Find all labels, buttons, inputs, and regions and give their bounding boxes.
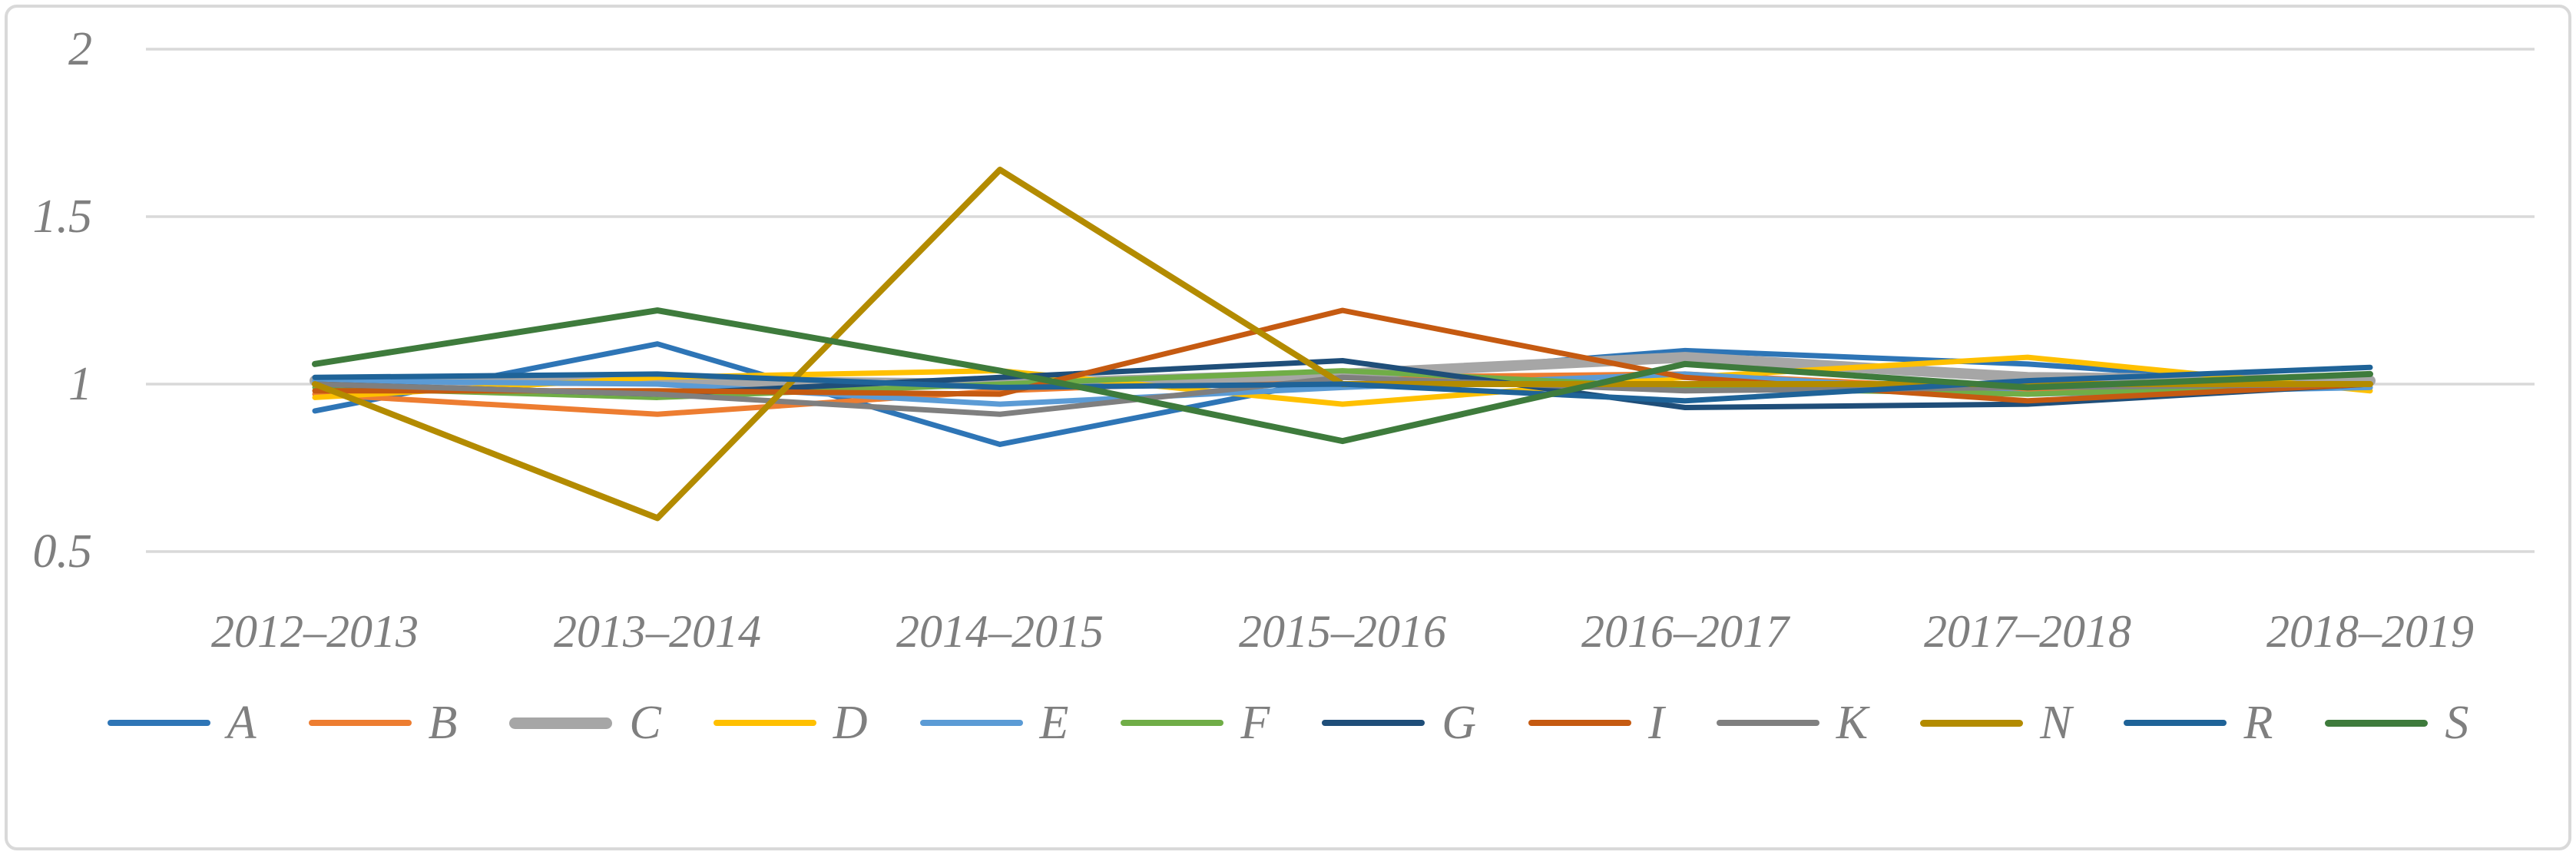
legend-label-I: I — [1648, 697, 1664, 749]
legend-item-K: K — [1716, 697, 1869, 749]
legend-swatch-D — [713, 720, 816, 726]
legend-swatch-S — [2325, 719, 2429, 727]
legend-item-S: S — [2325, 699, 2468, 747]
legend-item-F: F — [1121, 699, 1270, 747]
series-line-R — [312, 364, 2373, 404]
legend-swatch-R — [2124, 720, 2227, 726]
y-tick-label: 1 — [68, 358, 92, 410]
legend-item-N: N — [1920, 699, 2071, 747]
legend-label-C: C — [629, 697, 661, 749]
series-line-S — [312, 307, 2373, 445]
series-line-N — [312, 166, 2373, 522]
x-category-label: 2016–2017 — [1581, 606, 1791, 657]
series-line-D — [312, 354, 2373, 407]
legend-swatch-F — [1121, 720, 1224, 726]
legend-label-R: R — [2243, 697, 2273, 749]
x-category-label: 2013–2014 — [554, 606, 761, 657]
legend-swatch-E — [919, 720, 1023, 726]
legend-label-B: B — [428, 697, 458, 749]
legend-label-E: E — [1039, 697, 1069, 749]
legend-swatch-A — [107, 720, 210, 726]
x-category-label: 2014–2015 — [896, 606, 1104, 657]
legend-label-F: F — [1240, 697, 1270, 749]
series-line-I — [312, 307, 2373, 404]
legend-item-D: D — [713, 697, 868, 749]
legend-label-N: N — [2040, 697, 2072, 749]
y-tick-label: 2 — [68, 23, 92, 75]
x-category-label: 2015–2016 — [1239, 606, 1446, 657]
legend-item-R: R — [2124, 699, 2273, 747]
y-tick-label: 1.5 — [33, 191, 93, 243]
legend-label-S: S — [2445, 697, 2469, 749]
series-lines — [310, 166, 2376, 522]
legend-swatch-G — [1322, 720, 1425, 726]
legend-item-E: E — [919, 697, 1069, 749]
legend-item-G: G — [1322, 699, 1476, 747]
legend-swatch-B — [308, 720, 412, 726]
legend-label-D: D — [833, 697, 868, 749]
x-axis-category-labels: 2012–2013 2013–2014 2014–2015 2015–2016 2016… — [211, 606, 2474, 657]
legend-swatch-N — [1920, 719, 2024, 727]
series-line-F — [312, 368, 2373, 400]
legend-item-B: B — [308, 697, 458, 749]
legend-swatch-K — [1716, 720, 1819, 726]
legend-item-A: A — [107, 697, 257, 749]
legend-swatch-I — [1528, 720, 1632, 726]
series-line-C — [310, 352, 2376, 389]
legend-label-A: A — [227, 697, 257, 749]
legend-item-I: I — [1528, 699, 1664, 747]
legend-item-C: C — [509, 699, 661, 747]
x-category-label: 2012–2013 — [211, 606, 419, 657]
legend-swatch-C — [509, 717, 613, 729]
gridlines — [146, 48, 2535, 553]
y-tick-label: 0.5 — [33, 525, 93, 578]
x-category-label: 2018–2019 — [2266, 606, 2474, 657]
legend-label-K: K — [1836, 697, 1869, 749]
y-axis-tick-labels: 2 1.5 1 0.5 — [33, 23, 93, 578]
legend-label-G: G — [1442, 697, 1477, 749]
x-category-label: 2017–2018 — [1924, 606, 2131, 657]
